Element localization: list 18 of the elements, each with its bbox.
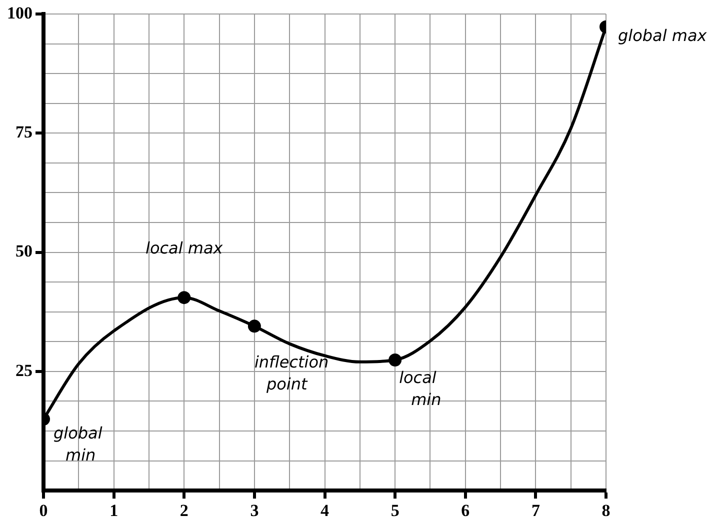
- x-tick-label: 4: [320, 501, 330, 520]
- annotation: local max: [146, 238, 224, 258]
- annotation: local min: [399, 368, 442, 410]
- x-tick-label: 7: [531, 501, 540, 520]
- y-tick-label: 25: [16, 360, 32, 380]
- y-tick-label: 100: [7, 3, 32, 22]
- x-tick-label: 5: [390, 501, 400, 520]
- annotation: inflection point: [254, 352, 329, 394]
- x-tick-label: 8: [602, 501, 610, 520]
- y-tick-label: 75: [16, 122, 32, 142]
- annotation: global max: [618, 26, 708, 46]
- annotation: global min: [54, 423, 103, 464]
- x-tick-label: 2: [180, 501, 188, 520]
- x-tick-label: 3: [250, 501, 259, 520]
- x-tick-label: 6: [461, 501, 470, 520]
- x-tick-label: 1: [110, 501, 118, 520]
- y-tick-label: 50: [16, 242, 32, 261]
- x-tick-label: 0: [39, 501, 48, 520]
